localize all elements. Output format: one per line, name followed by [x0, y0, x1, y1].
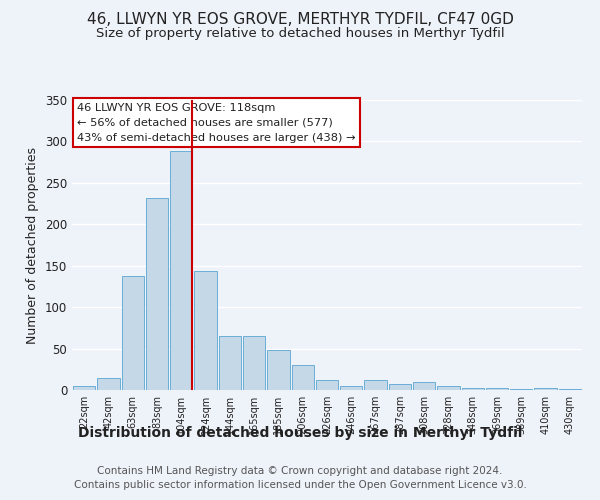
- Bar: [73, 386, 95, 390]
- Bar: [267, 350, 290, 390]
- Y-axis label: Number of detached properties: Number of detached properties: [26, 146, 40, 344]
- Bar: [146, 198, 168, 390]
- Text: Contains HM Land Registry data © Crown copyright and database right 2024.
Contai: Contains HM Land Registry data © Crown c…: [74, 466, 526, 490]
- Bar: [559, 389, 581, 390]
- Bar: [364, 380, 387, 390]
- Text: 46 LLWYN YR EOS GROVE: 118sqm
← 56% of detached houses are smaller (577)
43% of : 46 LLWYN YR EOS GROVE: 118sqm ← 56% of d…: [77, 103, 356, 142]
- Bar: [389, 384, 411, 390]
- Text: Size of property relative to detached houses in Merthyr Tydfil: Size of property relative to detached ho…: [95, 28, 505, 40]
- Bar: [486, 388, 508, 390]
- Bar: [122, 276, 144, 390]
- Bar: [413, 382, 436, 390]
- Bar: [437, 386, 460, 390]
- Bar: [218, 336, 241, 390]
- Bar: [194, 270, 217, 390]
- Text: 46, LLWYN YR EOS GROVE, MERTHYR TYDFIL, CF47 0GD: 46, LLWYN YR EOS GROVE, MERTHYR TYDFIL, …: [86, 12, 514, 28]
- Bar: [461, 388, 484, 390]
- Bar: [170, 152, 193, 390]
- Text: Distribution of detached houses by size in Merthyr Tydfil: Distribution of detached houses by size …: [78, 426, 522, 440]
- Bar: [340, 386, 362, 390]
- Bar: [316, 380, 338, 390]
- Bar: [535, 388, 557, 390]
- Bar: [292, 365, 314, 390]
- Bar: [510, 389, 532, 390]
- Bar: [97, 378, 119, 390]
- Bar: [243, 336, 265, 390]
